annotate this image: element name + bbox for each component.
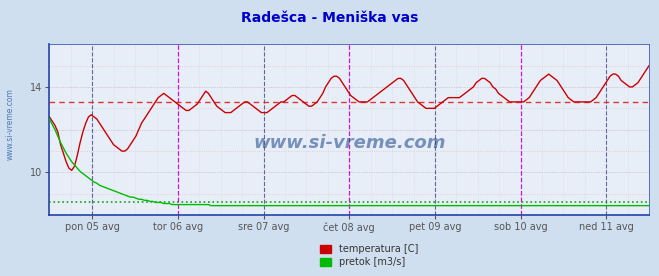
Text: www.si-vreme.com: www.si-vreme.com bbox=[253, 134, 445, 152]
Legend: temperatura [C], pretok [m3/s]: temperatura [C], pretok [m3/s] bbox=[316, 240, 422, 271]
Text: www.si-vreme.com: www.si-vreme.com bbox=[5, 88, 14, 160]
Text: Radešca - Meniška vas: Radešca - Meniška vas bbox=[241, 11, 418, 25]
